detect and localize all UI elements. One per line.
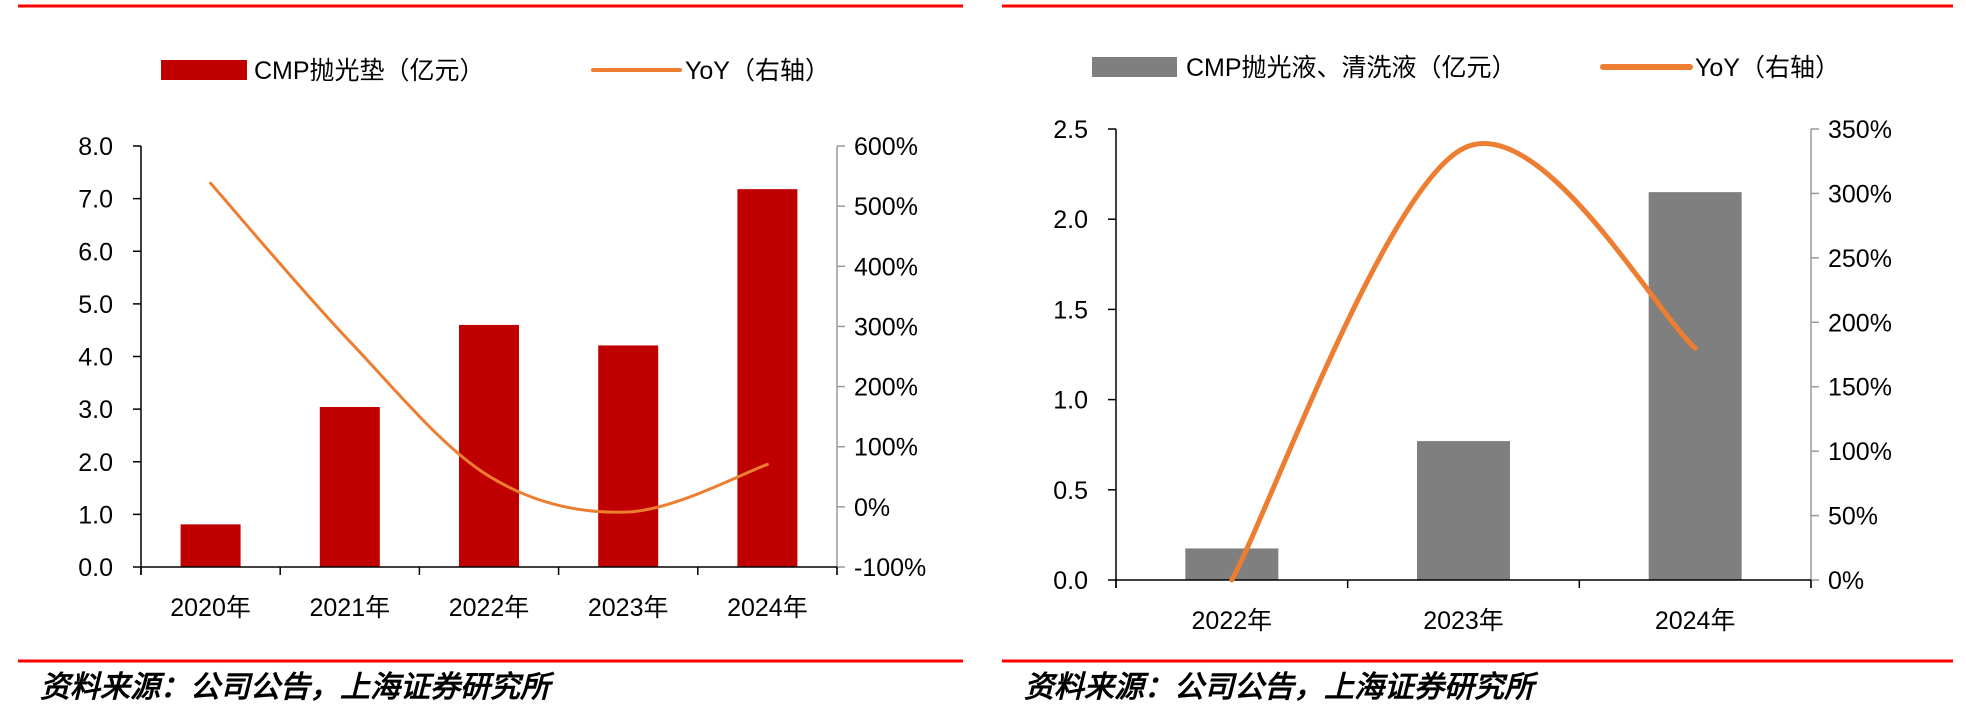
chart-polishing-pad: CMP抛光垫（亿元） YoY（右轴） 0.0 1.0 2.0 3.0 4.0 5.0 6.0 7.…: [18, 4, 963, 704]
left-tick-label: 8.0: [78, 133, 113, 161]
x-tick-label: 2022年: [1192, 607, 1273, 635]
legend-line-label: YoY（右轴）: [685, 57, 830, 85]
right-tick-label: -100%: [854, 554, 926, 582]
right-tick-label: 100%: [854, 434, 918, 462]
bar-2021年: [319, 407, 380, 567]
x-tick-label: 2022年: [449, 594, 530, 622]
legend-bar-swatch: [161, 60, 247, 80]
left-tick-label: 7.0: [78, 186, 113, 214]
x-tick-label: 2023年: [1423, 607, 1504, 635]
left-tick-label: 1.5: [1053, 296, 1088, 324]
left-tick-label: 3.0: [78, 396, 113, 424]
chart-slurry-cleaning: CMP抛光液、清洗液（亿元） YoY（右轴） 0.0 0.5 1.0 1.5 2.0 2.5 0…: [1002, 4, 1953, 704]
left-tick-label: 1.0: [1053, 387, 1088, 415]
right-tick-label: 500%: [854, 193, 918, 221]
yoy-line: [209, 181, 769, 514]
bar-2020年: [180, 524, 241, 567]
legend-bar-label: CMP抛光液、清洗液（亿元）: [1186, 54, 1517, 82]
left-tick-label: 2.0: [1053, 206, 1088, 234]
source-note: 资料来源：公司公告，上海证券研究所: [40, 671, 555, 704]
right-tick-label: 400%: [854, 253, 918, 281]
left-tick-label: 2.5: [1053, 116, 1088, 144]
x-tick-label: 2020年: [170, 594, 251, 622]
bar-2023年: [598, 345, 659, 567]
chart-panel-polishing-pad: CMP抛光垫（亿元） YoY（右轴） 0.0 1.0 2.0 3.0 4.0 5.0 6.0 7.…: [18, 4, 963, 704]
x-tick-label: 2021年: [309, 594, 390, 622]
left-tick-label: 0.5: [1053, 477, 1088, 505]
left-tick-label: 2.0: [78, 449, 113, 477]
left-tick-label: 5.0: [78, 291, 113, 319]
left-tick-label: 6.0: [78, 238, 113, 266]
left-tick-label: 0.0: [1053, 567, 1088, 595]
legend-bar-label: CMP抛光垫（亿元）: [254, 57, 485, 85]
bar-2023年: [1417, 441, 1510, 580]
legend-bar-swatch: [1092, 57, 1177, 77]
right-tick-label: 600%: [854, 133, 918, 161]
right-tick-label: 250%: [1828, 245, 1892, 273]
right-tick-label: 0%: [854, 494, 890, 522]
legend-line-label: YoY（右轴）: [1695, 54, 1840, 82]
bar-2024年: [737, 189, 798, 567]
right-tick-label: 150%: [1828, 374, 1892, 402]
left-tick-label: 0.0: [78, 554, 113, 582]
chart-panel-slurry: CMP抛光液、清洗液（亿元） YoY（右轴） 0.0 0.5 1.0 1.5 2.0 2.5 0…: [983, 0, 1966, 706]
right-tick-label: 100%: [1828, 438, 1892, 466]
right-tick-label: 300%: [854, 313, 918, 341]
yoy-line: [1229, 141, 1698, 583]
right-tick-label: 300%: [1828, 180, 1892, 208]
left-tick-label: 1.0: [78, 501, 113, 529]
bar-2022年: [459, 324, 519, 567]
x-tick-label: 2023年: [588, 594, 669, 622]
left-tick-label: 4.0: [78, 344, 113, 372]
x-tick-label: 2024年: [1655, 607, 1736, 635]
right-tick-label: 50%: [1828, 503, 1878, 531]
bar-2024年: [1648, 192, 1742, 580]
right-tick-label: 200%: [1828, 309, 1892, 337]
x-tick-label: 2024年: [727, 594, 808, 622]
right-tick-label: 200%: [854, 374, 918, 402]
right-tick-label: 0%: [1828, 567, 1864, 595]
right-tick-label: 350%: [1828, 116, 1892, 144]
source-note: 资料来源：公司公告，上海证券研究所: [1024, 671, 1539, 704]
